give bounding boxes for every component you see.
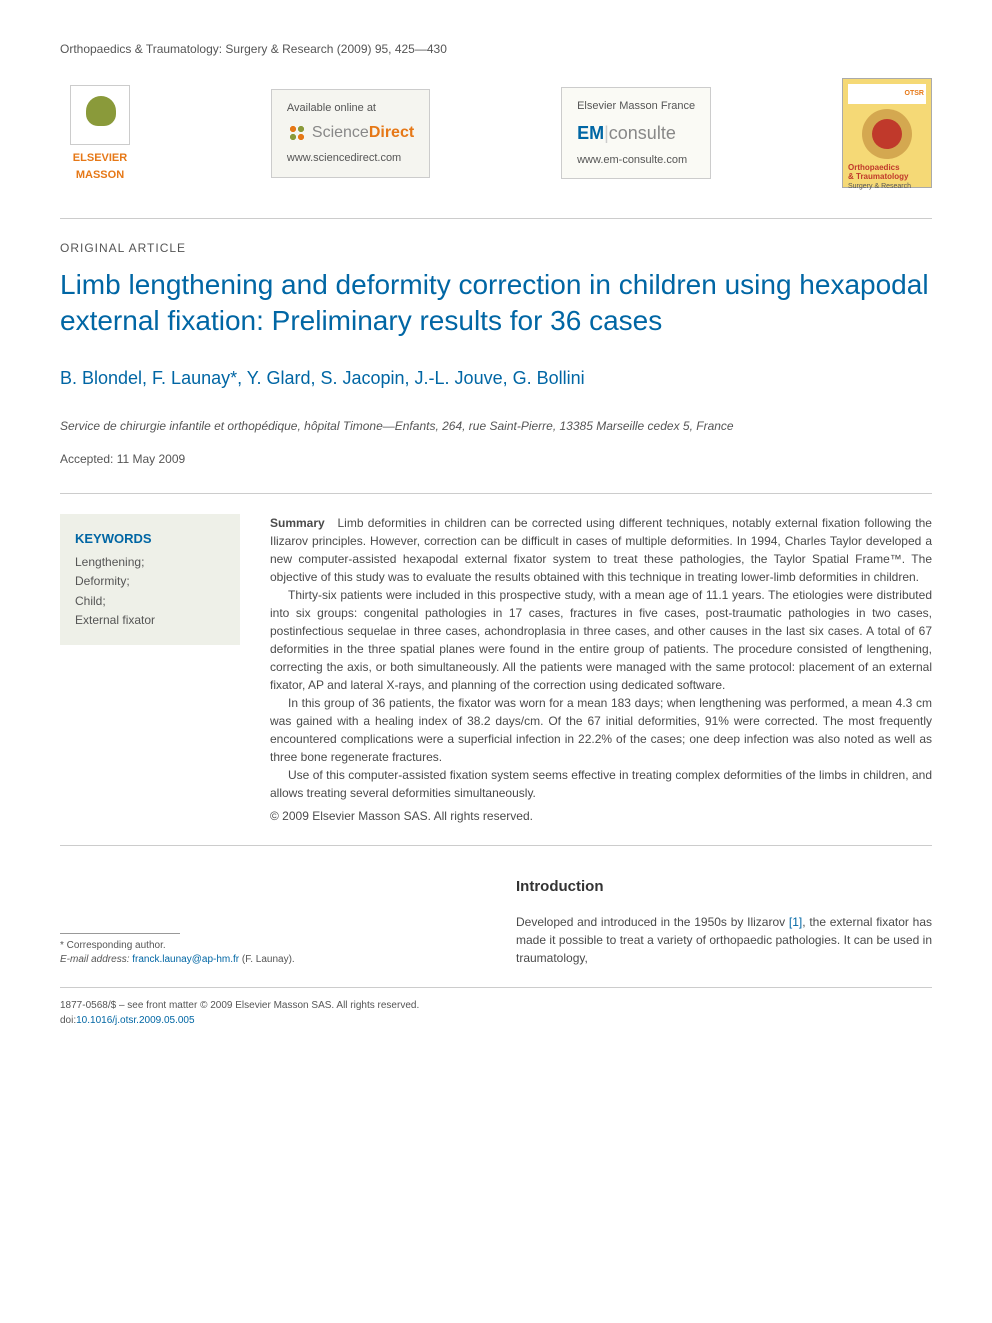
corresponding-footnote: * Corresponding author. E-mail address: … [60, 939, 476, 967]
sd-science: Science [312, 124, 369, 141]
em-header: Elsevier Masson France [577, 98, 695, 115]
left-column: * Corresponding author. E-mail address: … [60, 876, 476, 968]
accepted-date: Accepted: 11 May 2009 [60, 450, 932, 468]
sd-logo-line: ScienceDirect [287, 121, 414, 145]
corr-email-line: E-mail address: franck.launay@ap-hm.fr (… [60, 953, 476, 967]
header-separator [60, 218, 932, 219]
summary-p1-text: Limb deformities in children can be corr… [270, 516, 932, 584]
abstract-section: KEYWORDS Lengthening; Deformity; Child; … [60, 493, 932, 846]
em-url: www.em-consulte.com [577, 152, 695, 169]
keywords-box: KEYWORDS Lengthening; Deformity; Child; … [60, 514, 240, 645]
summary-p3: In this group of 36 patients, the fixato… [270, 694, 932, 766]
sd-available-text: Available online at [287, 100, 414, 117]
article-type-label: ORIGINAL ARTICLE [60, 239, 932, 257]
summary-body: Summary Limb deformities in children can… [270, 514, 932, 825]
cover-badge: OTSR [848, 84, 926, 104]
footer-copyright: 1877-0568/$ – see front matter © 2009 El… [60, 998, 932, 1013]
sd-dots-icon [287, 123, 307, 143]
cover-subtitle: Surgery & Research [848, 182, 926, 193]
introduction-heading: Introduction [516, 876, 932, 899]
cover-graphic-icon [862, 109, 912, 159]
email-label: E-mail address: [60, 954, 132, 965]
affiliation: Service de chirurgie infantile et orthop… [60, 417, 932, 435]
cover-title-2: & Traumatology [848, 173, 926, 182]
consulte-text: consulte [609, 123, 676, 143]
email-name: (F. Launay). [239, 954, 295, 965]
ref-link-1[interactable]: [1] [789, 915, 802, 929]
introduction-text: Developed and introduced in the 1950s by… [516, 913, 932, 967]
body-two-column: * Corresponding author. E-mail address: … [60, 876, 932, 968]
sd-direct: Direct [369, 124, 414, 141]
page-footer: 1877-0568/$ – see front matter © 2009 El… [60, 987, 932, 1028]
sd-name: ScienceDirect [312, 121, 414, 145]
publisher-logos-row: ELSEVIER MASSON Available online at Scie… [60, 78, 932, 188]
summary-p1: Summary Limb deformities in children can… [270, 514, 932, 586]
article-title: Limb lengthening and deformity correctio… [60, 267, 932, 340]
em-logo: EM|consulte [577, 120, 695, 147]
em-text: EM [577, 123, 604, 143]
summary-p4: Use of this computer-assisted fixation s… [270, 766, 932, 802]
footer-doi-line: doi:10.1016/j.otsr.2009.05.005 [60, 1013, 932, 1028]
journal-citation: Orthopaedics & Traumatology: Surgery & R… [60, 40, 932, 58]
author-list: B. Blondel, F. Launay*, Y. Glard, S. Jac… [60, 365, 932, 392]
elsevier-tree-icon [70, 85, 130, 145]
summary-p2: Thirty-six patients were included in thi… [270, 586, 932, 694]
right-column: Introduction Developed and introduced in… [516, 876, 932, 968]
summary-label: Summary [270, 516, 325, 530]
sciencedirect-box[interactable]: Available online at ScienceDirect www.sc… [271, 89, 430, 178]
emconsulte-box[interactable]: Elsevier Masson France EM|consulte www.e… [561, 87, 711, 179]
footnote-separator [60, 933, 180, 934]
journal-cover-thumbnail: OTSR Orthopaedics & Traumatology Surgery… [842, 78, 932, 188]
sd-url: www.sciencedirect.com [287, 150, 414, 167]
email-address[interactable]: franck.launay@ap-hm.fr [132, 954, 239, 965]
elsevier-masson-logo: ELSEVIER MASSON [60, 83, 140, 183]
elsevier-text-2: MASSON [76, 167, 124, 184]
keywords-list: Lengthening; Deformity; Child; External … [75, 553, 225, 630]
summary-copyright: © 2009 Elsevier Masson SAS. All rights r… [270, 807, 932, 825]
keywords-heading: KEYWORDS [75, 529, 225, 549]
doi-prefix: doi: [60, 1015, 76, 1026]
doi-link[interactable]: 10.1016/j.otsr.2009.05.005 [76, 1015, 194, 1026]
corr-author-label: * Corresponding author. [60, 939, 476, 953]
intro-before: Developed and introduced in the 1950s by… [516, 915, 789, 929]
elsevier-text-1: ELSEVIER [73, 150, 127, 167]
